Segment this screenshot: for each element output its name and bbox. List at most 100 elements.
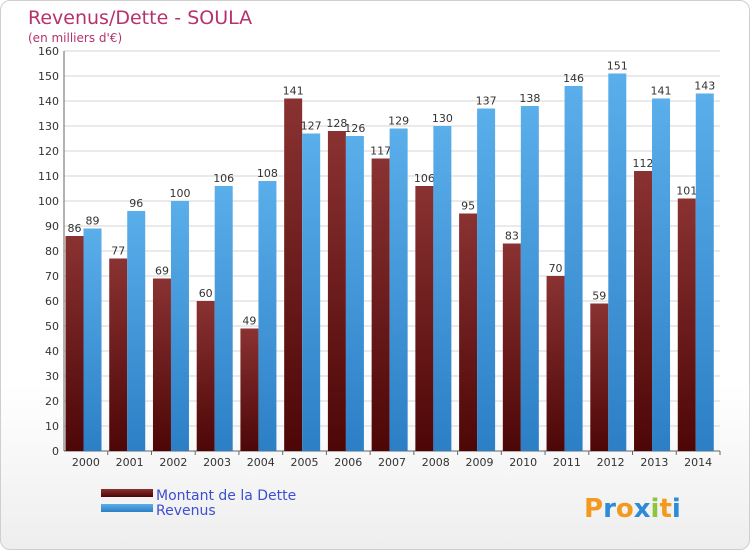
- logo-letter: o: [616, 494, 634, 524]
- x-tick-label: 2011: [553, 456, 581, 469]
- bar-debt: [327, 131, 346, 451]
- bar-debt: [284, 98, 303, 451]
- logo-letter: i: [672, 494, 681, 524]
- legend-label-debt: Montant de la Dette: [156, 488, 296, 504]
- data-label-revenue: 106: [213, 172, 234, 185]
- bar-debt: [502, 243, 521, 451]
- data-label-revenue: 100: [169, 187, 190, 200]
- y-tick-label: 40: [45, 345, 59, 358]
- x-tick-label: 2005: [291, 456, 319, 469]
- data-label-revenue: 137: [476, 95, 497, 108]
- y-tick-label: 0: [52, 445, 59, 458]
- legend-swatch-revenue: [101, 504, 153, 512]
- bar-debt: [546, 276, 565, 451]
- x-tick-label: 2008: [422, 456, 450, 469]
- data-label-revenue: 143: [694, 80, 715, 93]
- data-label-debt: 95: [461, 200, 475, 213]
- logo-letter: P: [584, 494, 603, 524]
- data-label-debt: 77: [111, 245, 125, 258]
- bar-debt: [65, 236, 84, 451]
- proxiti-logo-text: Proxiti: [584, 494, 681, 524]
- bar-revenue: [520, 106, 539, 451]
- bar-revenue: [477, 108, 496, 451]
- bar-debt: [677, 198, 696, 451]
- data-label-revenue: 108: [257, 167, 278, 180]
- data-label-debt: 70: [549, 262, 563, 275]
- plot-area: 0 10 20 30 40 50 60 70 80 90 100 110 120 130 140 150 160…: [38, 45, 721, 469]
- x-tick-label: 2003: [203, 456, 231, 469]
- bar-debt: [590, 303, 609, 451]
- logo-letter: x: [634, 494, 651, 524]
- data-label-debt: 59: [592, 290, 606, 303]
- bar-revenue: [214, 186, 233, 451]
- legend-swatch-debt: [101, 489, 153, 497]
- x-tick-label: 2000: [72, 456, 100, 469]
- x-tick-label: 2007: [378, 456, 406, 469]
- data-label-debt: 128: [326, 117, 347, 130]
- x-tick-label: 2010: [509, 456, 537, 469]
- bar-revenue: [345, 136, 364, 451]
- data-label-debt: 86: [68, 222, 82, 235]
- y-tick-label: 20: [45, 395, 59, 408]
- bar-revenue: [389, 128, 408, 451]
- x-tick-label: 2004: [247, 456, 275, 469]
- y-tick-label: 140: [38, 95, 59, 108]
- data-label-revenue: 96: [129, 197, 143, 210]
- y-tick-label: 90: [45, 220, 59, 233]
- x-tick-label: 2012: [597, 456, 625, 469]
- logo-letter: r: [603, 494, 616, 524]
- data-label-revenue: 138: [519, 92, 540, 105]
- logo-letter: t: [659, 494, 671, 524]
- chart-title: Revenus/Dette - SOULA: [28, 7, 252, 29]
- bar-debt: [415, 186, 434, 451]
- data-label-debt: 117: [370, 145, 391, 158]
- data-label-debt: 101: [676, 185, 697, 198]
- bar-debt: [459, 213, 478, 451]
- data-label-debt: 112: [633, 157, 654, 170]
- proxiti-logo: Proxiti: [584, 494, 681, 524]
- bar-revenue: [83, 228, 102, 451]
- y-tick-label: 50: [45, 320, 59, 333]
- data-label-debt: 141: [283, 85, 304, 98]
- bar-revenue: [302, 133, 321, 451]
- logo-letter: i: [651, 494, 660, 524]
- bar-debt: [634, 171, 653, 451]
- y-tick-label: 70: [45, 270, 59, 283]
- legend-label-revenue: Revenus: [156, 503, 216, 519]
- data-label-debt: 106: [414, 172, 435, 185]
- data-label-revenue: 89: [86, 215, 100, 228]
- x-tick-label: 2006: [334, 456, 362, 469]
- y-tick-label: 80: [45, 245, 59, 258]
- y-tick-label: 10: [45, 420, 59, 433]
- y-tick-label: 100: [38, 195, 59, 208]
- y-tick-label: 110: [38, 170, 59, 183]
- legend: Montant de la Dette Revenus: [101, 488, 296, 519]
- y-tick-label: 30: [45, 370, 59, 383]
- data-label-revenue: 146: [563, 72, 584, 85]
- x-tick-label: 2001: [116, 456, 144, 469]
- y-tick-label: 60: [45, 295, 59, 308]
- bar-revenue: [652, 98, 671, 451]
- data-label-revenue: 151: [607, 60, 628, 73]
- data-label-revenue: 129: [388, 115, 409, 128]
- y-tick-label: 120: [38, 145, 59, 158]
- y-tick-label: 130: [38, 120, 59, 133]
- bar-revenue: [695, 93, 714, 451]
- chart-subtitle: (en milliers d'€): [28, 31, 122, 45]
- data-label-debt: 69: [155, 265, 169, 278]
- bar-debt: [240, 328, 259, 451]
- data-label-revenue: 126: [344, 122, 365, 135]
- bar-revenue: [127, 211, 146, 451]
- bar-debt: [371, 158, 390, 451]
- x-tick-label: 2002: [159, 456, 187, 469]
- data-label-debt: 60: [199, 287, 213, 300]
- data-label-revenue: 141: [651, 85, 672, 98]
- data-label-revenue: 130: [432, 112, 453, 125]
- bar-revenue: [564, 86, 583, 451]
- bar-revenue: [608, 73, 627, 451]
- bar-debt: [152, 278, 171, 451]
- bar-revenue: [258, 181, 277, 451]
- x-tick-label: 2013: [640, 456, 668, 469]
